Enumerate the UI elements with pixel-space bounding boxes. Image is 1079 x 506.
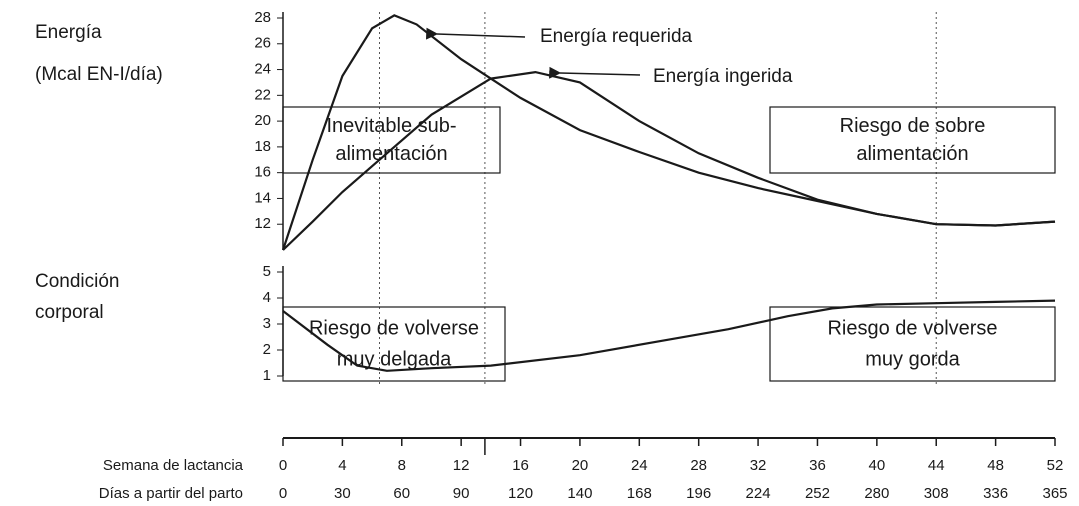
day-label: 60 xyxy=(393,485,410,502)
y-tick-label: 28 xyxy=(254,9,271,26)
annotation-text: alimentación xyxy=(856,143,968,165)
day-label: 336 xyxy=(983,485,1008,502)
x-tick-label: 32 xyxy=(750,457,767,474)
y-tick-label: 5 xyxy=(263,263,271,280)
annotation-text: Riesgo de volverse xyxy=(309,317,479,339)
x-tick-label: 48 xyxy=(987,457,1004,474)
x-axis-title: Semana de lactancia xyxy=(103,457,244,474)
day-label: 168 xyxy=(627,485,652,502)
day-label: 308 xyxy=(924,485,949,502)
day-label: 140 xyxy=(567,485,592,502)
label-arrow xyxy=(426,27,526,40)
annotation-text: Riesgo de sobre xyxy=(840,115,986,137)
day-label: 0 xyxy=(279,485,287,502)
y-tick-label: 18 xyxy=(254,138,271,155)
y-axis-title: (Mcal EN-I/día) xyxy=(35,64,163,85)
series-label: Energía ingerida xyxy=(653,66,793,87)
x-tick-label: 16 xyxy=(512,457,529,474)
x-axis-title: Días a partir del parto xyxy=(99,485,243,502)
day-label: 196 xyxy=(686,485,711,502)
x-tick-label: 20 xyxy=(572,457,589,474)
day-label: 90 xyxy=(453,485,470,502)
x-tick-label: 44 xyxy=(928,457,945,474)
annotation-text: muy delgada xyxy=(337,349,452,371)
x-tick-label: 36 xyxy=(809,457,826,474)
annotation-box xyxy=(282,106,501,174)
y-tick-label: 3 xyxy=(263,315,271,332)
x-tick-label: 12 xyxy=(453,457,470,474)
x-tick-label: 40 xyxy=(869,457,886,474)
x-tick-label: 4 xyxy=(338,457,346,474)
y-axis-title: Energía xyxy=(35,22,102,43)
x-tick-label: 8 xyxy=(398,457,406,474)
day-label: 224 xyxy=(746,485,771,502)
series-label: Energía requerida xyxy=(540,26,693,47)
x-tick-label: 52 xyxy=(1047,457,1064,474)
day-label: 365 xyxy=(1042,485,1067,502)
y-tick-label: 22 xyxy=(254,86,271,103)
x-tick-label: 28 xyxy=(690,457,707,474)
day-label: 120 xyxy=(508,485,533,502)
y-tick-label: 12 xyxy=(254,215,271,232)
annotation-text: alimentación xyxy=(335,143,447,165)
annotation-box xyxy=(769,306,1056,382)
annotation-text: muy gorda xyxy=(865,349,960,371)
y-axis-title: Condición xyxy=(35,271,120,292)
data-line xyxy=(282,70,1056,251)
annotation-text: Inevitable sub- xyxy=(326,115,456,137)
y-tick-label: 14 xyxy=(254,189,271,206)
y-tick-label: 1 xyxy=(263,367,271,384)
day-label: 30 xyxy=(334,485,351,502)
annotation-box xyxy=(282,306,506,382)
y-tick-label: 20 xyxy=(254,112,271,129)
day-label: 252 xyxy=(805,485,830,502)
y-tick-label: 2 xyxy=(263,341,271,358)
y-tick-label: 4 xyxy=(263,289,271,306)
annotation-box xyxy=(769,106,1056,174)
y-tick-label: 16 xyxy=(254,164,271,181)
label-arrow xyxy=(549,66,641,79)
y-tick-label: 26 xyxy=(254,35,271,52)
y-axis-title: corporal xyxy=(35,302,104,323)
data-line xyxy=(282,299,1056,372)
day-label: 280 xyxy=(864,485,889,502)
annotation-text: Riesgo de volverse xyxy=(827,317,997,339)
x-tick-label: 0 xyxy=(279,457,287,474)
x-tick-label: 24 xyxy=(631,457,648,474)
y-tick-label: 24 xyxy=(254,61,271,78)
